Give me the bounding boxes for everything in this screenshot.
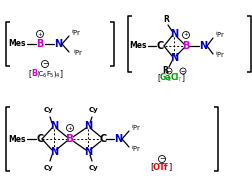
Text: B: B (182, 41, 189, 51)
Text: C: C (36, 134, 43, 144)
Text: 7: 7 (177, 77, 180, 82)
Text: ]: ] (167, 163, 171, 171)
Text: 6: 6 (43, 73, 46, 78)
Text: B: B (31, 70, 37, 78)
Text: −: − (159, 156, 164, 162)
Text: −: − (166, 68, 171, 74)
Text: N: N (113, 134, 121, 144)
Text: $^i$Pr: $^i$Pr (214, 49, 224, 61)
Text: [: [ (28, 70, 31, 78)
Text: Cy: Cy (89, 107, 99, 113)
Text: 4: 4 (56, 73, 59, 78)
Text: R: R (163, 15, 168, 25)
Text: Ga: Ga (159, 74, 171, 83)
Text: −: − (42, 61, 48, 67)
Text: $^i$Pr: $^i$Pr (70, 27, 81, 39)
Text: +: + (67, 125, 72, 130)
Text: B: B (66, 134, 74, 144)
Text: Cy: Cy (44, 107, 54, 113)
Text: $^i$Pr: $^i$Pr (130, 122, 141, 134)
Text: R: R (162, 67, 167, 75)
Text: ]: ] (59, 70, 62, 78)
Text: C: C (156, 41, 163, 51)
Text: $^i$Pr: $^i$Pr (72, 47, 83, 59)
Text: −: − (180, 68, 184, 74)
Text: [: [ (156, 74, 159, 83)
Text: $^i$Pr: $^i$Pr (214, 29, 224, 41)
Text: N: N (198, 41, 206, 51)
Text: Cl: Cl (170, 74, 178, 83)
Text: Cy: Cy (44, 165, 54, 171)
Text: N: N (169, 53, 177, 63)
Text: 2: 2 (167, 77, 170, 82)
Text: ]: ] (180, 74, 183, 83)
Text: +: + (183, 33, 188, 37)
Text: (C: (C (36, 71, 43, 77)
Text: ): ) (53, 71, 55, 77)
Text: Mes: Mes (8, 135, 26, 143)
Text: 5: 5 (50, 73, 53, 78)
Text: F: F (46, 71, 50, 77)
Text: C: C (99, 134, 106, 144)
Text: O: O (152, 163, 159, 171)
Text: Mes: Mes (129, 42, 146, 50)
Text: +: + (38, 32, 42, 36)
Text: N: N (50, 147, 58, 157)
Text: Mes: Mes (8, 40, 26, 49)
Text: N: N (169, 29, 177, 39)
Text: $^i$Pr: $^i$Pr (130, 143, 141, 155)
Text: N: N (84, 121, 92, 131)
Text: B: B (36, 39, 44, 49)
Text: Cy: Cy (89, 165, 99, 171)
Text: N: N (84, 147, 92, 157)
Text: [: [ (149, 163, 153, 171)
Text: Tf: Tf (158, 163, 168, 171)
Text: N: N (54, 39, 62, 49)
Text: N: N (50, 121, 58, 131)
